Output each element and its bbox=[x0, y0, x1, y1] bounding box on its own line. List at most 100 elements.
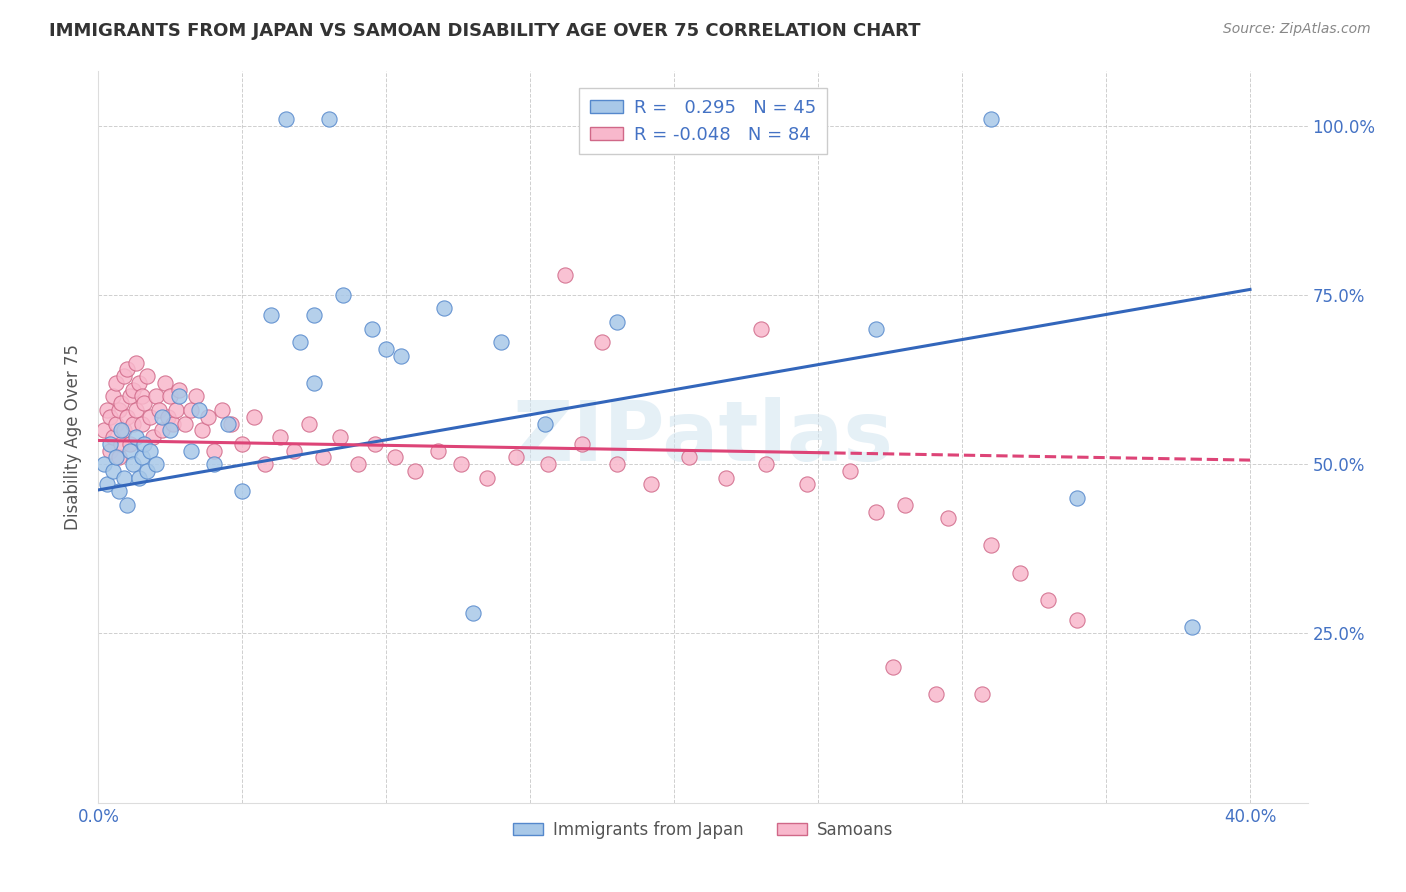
Point bbox=[274, 112, 297, 126]
Point bbox=[110, 437, 132, 451]
Point bbox=[980, 538, 1002, 552]
Point bbox=[110, 396, 132, 410]
Point bbox=[606, 457, 628, 471]
Point bbox=[288, 335, 311, 350]
Point bbox=[120, 443, 142, 458]
Point bbox=[231, 437, 253, 451]
Point bbox=[461, 606, 484, 620]
Point bbox=[361, 322, 384, 336]
Point bbox=[96, 477, 118, 491]
Point bbox=[180, 403, 202, 417]
Point bbox=[136, 369, 159, 384]
Point bbox=[972, 688, 994, 702]
Point bbox=[104, 417, 127, 431]
Point bbox=[122, 417, 145, 431]
Point bbox=[191, 423, 214, 437]
Point bbox=[134, 437, 156, 451]
Point bbox=[131, 417, 153, 431]
Point bbox=[475, 471, 498, 485]
Point bbox=[389, 349, 412, 363]
Point bbox=[165, 403, 187, 417]
Point bbox=[882, 660, 904, 674]
Point bbox=[533, 417, 555, 431]
Point bbox=[346, 457, 368, 471]
Point bbox=[145, 457, 167, 471]
Text: Source: ZipAtlas.com: Source: ZipAtlas.com bbox=[1223, 22, 1371, 37]
Point bbox=[450, 457, 472, 471]
Point bbox=[93, 423, 115, 437]
Point bbox=[128, 471, 150, 485]
Point bbox=[838, 464, 860, 478]
Point bbox=[1008, 566, 1031, 580]
Point bbox=[714, 471, 737, 485]
Point bbox=[98, 443, 121, 458]
Point bbox=[112, 471, 135, 485]
Point bbox=[606, 315, 628, 329]
Point bbox=[134, 396, 156, 410]
Point bbox=[101, 464, 124, 478]
Point bbox=[125, 430, 148, 444]
Point bbox=[297, 417, 319, 431]
Point bbox=[115, 409, 138, 424]
Point bbox=[491, 335, 513, 350]
Point bbox=[202, 443, 225, 458]
Point bbox=[131, 450, 153, 465]
Point bbox=[755, 457, 778, 471]
Point bbox=[122, 457, 145, 471]
Point bbox=[107, 450, 129, 465]
Point bbox=[312, 450, 335, 465]
Point bbox=[865, 322, 887, 336]
Point bbox=[571, 437, 593, 451]
Point bbox=[107, 403, 129, 417]
Point bbox=[128, 376, 150, 390]
Point bbox=[243, 409, 266, 424]
Point bbox=[188, 403, 211, 417]
Point bbox=[153, 376, 176, 390]
Point bbox=[150, 409, 173, 424]
Point bbox=[865, 505, 887, 519]
Point bbox=[125, 403, 148, 417]
Point bbox=[1066, 491, 1088, 505]
Point bbox=[115, 498, 138, 512]
Point bbox=[219, 417, 242, 431]
Point bbox=[122, 383, 145, 397]
Point bbox=[159, 389, 181, 403]
Point bbox=[150, 423, 173, 437]
Point bbox=[104, 376, 127, 390]
Point bbox=[404, 464, 426, 478]
Point bbox=[329, 430, 352, 444]
Point bbox=[101, 389, 124, 403]
Point bbox=[384, 450, 406, 465]
Point bbox=[231, 484, 253, 499]
Point bbox=[162, 417, 184, 431]
Point bbox=[1181, 620, 1204, 634]
Text: ZIPatlas: ZIPatlas bbox=[513, 397, 893, 477]
Point bbox=[202, 457, 225, 471]
Point bbox=[364, 437, 387, 451]
Point bbox=[536, 457, 558, 471]
Point bbox=[139, 443, 162, 458]
Point bbox=[96, 403, 118, 417]
Point bbox=[283, 443, 305, 458]
Text: IMMIGRANTS FROM JAPAN VS SAMOAN DISABILITY AGE OVER 75 CORRELATION CHART: IMMIGRANTS FROM JAPAN VS SAMOAN DISABILI… bbox=[49, 22, 921, 40]
Point bbox=[304, 308, 326, 322]
Point bbox=[749, 322, 772, 336]
Point bbox=[101, 430, 124, 444]
Point bbox=[269, 430, 291, 444]
Point bbox=[1038, 592, 1060, 607]
Point bbox=[159, 423, 181, 437]
Point bbox=[936, 511, 959, 525]
Point bbox=[136, 464, 159, 478]
Point bbox=[98, 437, 121, 451]
Point bbox=[304, 376, 326, 390]
Point bbox=[1066, 613, 1088, 627]
Point bbox=[173, 417, 195, 431]
Point bbox=[139, 409, 162, 424]
Point bbox=[98, 409, 121, 424]
Point bbox=[640, 477, 662, 491]
Point bbox=[254, 457, 277, 471]
Point bbox=[107, 484, 129, 499]
Point bbox=[260, 308, 283, 322]
Point bbox=[893, 498, 915, 512]
Point bbox=[217, 417, 239, 431]
